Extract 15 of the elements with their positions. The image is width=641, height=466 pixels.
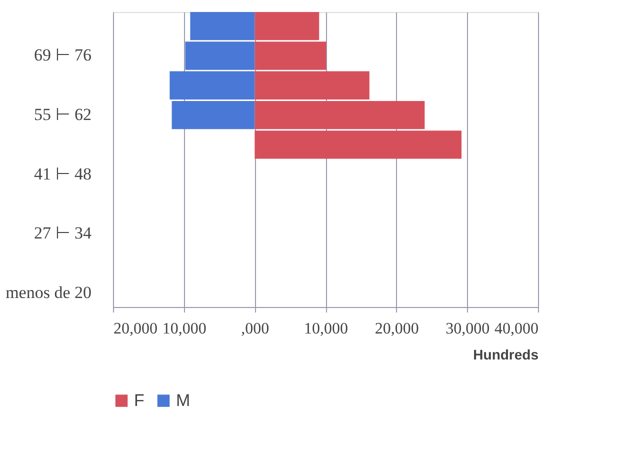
x-tick-label: 30,000: [446, 320, 490, 338]
y-tick-label: 27 ⊢ 34: [34, 224, 92, 243]
y-tick-label: 55 ⊢ 62: [34, 105, 92, 124]
x-axis-title: Hundreds: [473, 346, 539, 362]
y-tick-label: 69 ⊢ 76: [34, 46, 92, 65]
x-tick-label: 20,000: [374, 320, 419, 338]
y-tick-label: 41 ⊢ 48: [34, 164, 92, 184]
x-tick-label: 40,000: [494, 320, 538, 338]
x-tick-label: 10,000: [304, 320, 348, 338]
y-tick-label: menos de 20: [6, 282, 92, 302]
legend-label: F: [134, 390, 144, 410]
x-tick-label: ,000: [241, 320, 270, 338]
x-tick-label: 10,000: [162, 320, 206, 338]
legend-label: M: [176, 390, 190, 410]
x-tick-label: 20,000: [114, 320, 158, 338]
